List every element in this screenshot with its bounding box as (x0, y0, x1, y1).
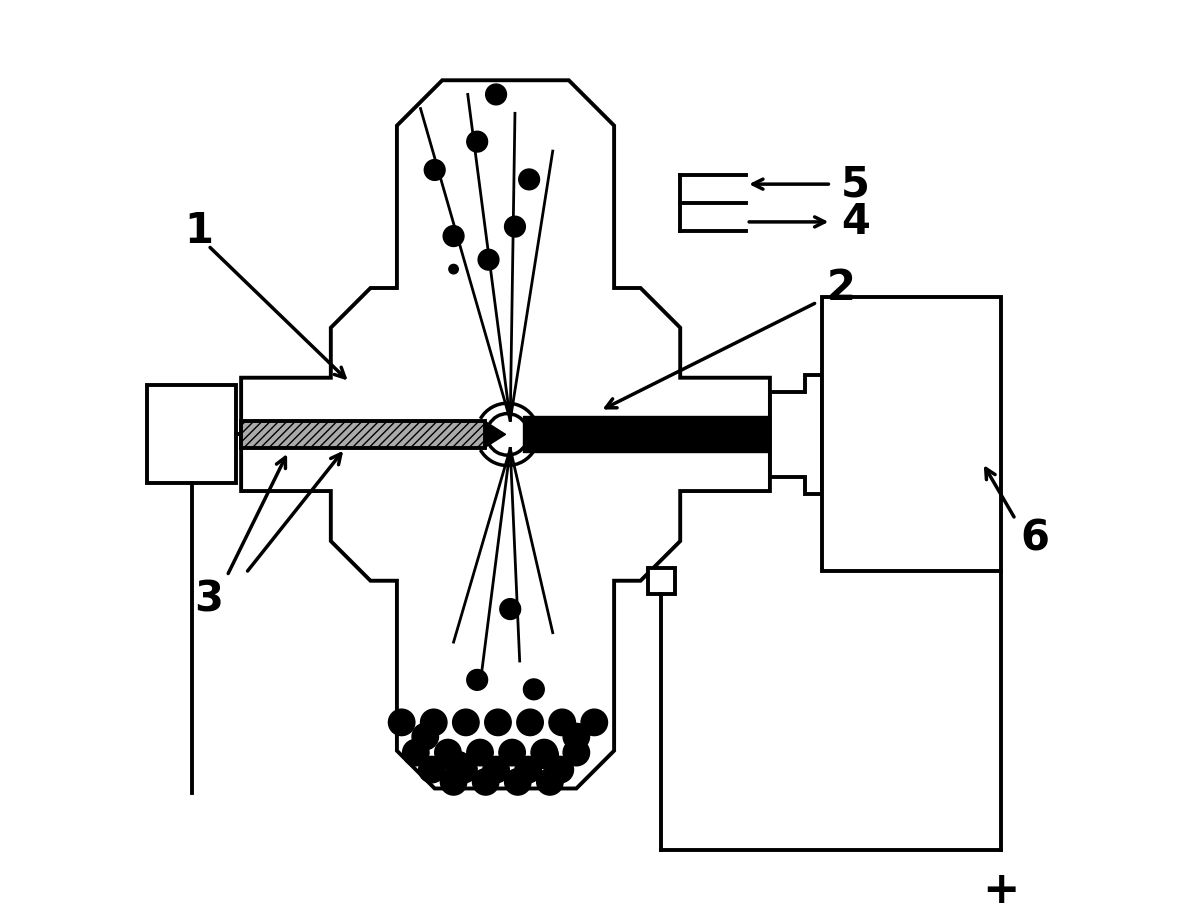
Circle shape (441, 769, 467, 795)
Circle shape (403, 740, 429, 766)
Circle shape (424, 159, 446, 180)
Circle shape (449, 265, 459, 274)
Bar (241, 421, 485, 448)
Circle shape (418, 756, 446, 783)
Circle shape (388, 709, 415, 735)
Circle shape (472, 769, 498, 795)
Polygon shape (648, 568, 674, 594)
Text: 6: 6 (1021, 517, 1049, 560)
Circle shape (563, 723, 589, 750)
Circle shape (467, 740, 494, 766)
Circle shape (467, 131, 488, 152)
Polygon shape (146, 385, 236, 483)
Circle shape (581, 709, 607, 735)
Text: +: + (982, 869, 1019, 910)
Circle shape (515, 756, 541, 783)
Circle shape (504, 769, 531, 795)
Polygon shape (241, 80, 770, 788)
Circle shape (450, 756, 477, 783)
Circle shape (446, 752, 472, 778)
Circle shape (453, 709, 479, 735)
Circle shape (504, 217, 526, 237)
Text: 1: 1 (184, 210, 213, 252)
Circle shape (435, 740, 461, 766)
Polygon shape (822, 298, 1002, 571)
Circle shape (500, 599, 521, 620)
Circle shape (485, 709, 512, 735)
Polygon shape (485, 421, 506, 448)
Circle shape (524, 679, 544, 700)
Circle shape (483, 756, 509, 783)
Circle shape (549, 709, 575, 735)
Circle shape (547, 756, 574, 783)
Circle shape (537, 769, 563, 795)
Circle shape (532, 743, 558, 769)
Circle shape (467, 670, 488, 691)
Circle shape (478, 249, 498, 270)
Circle shape (443, 226, 464, 247)
Text: 2: 2 (827, 267, 855, 309)
Text: 5: 5 (841, 163, 870, 205)
Circle shape (485, 84, 507, 105)
Circle shape (420, 709, 447, 735)
Polygon shape (770, 375, 822, 494)
Circle shape (412, 723, 438, 750)
Text: 3: 3 (194, 579, 223, 621)
Circle shape (498, 740, 526, 766)
Text: 4: 4 (841, 201, 870, 243)
Circle shape (563, 740, 589, 766)
Circle shape (531, 740, 557, 766)
Circle shape (516, 709, 543, 735)
Circle shape (519, 169, 539, 190)
